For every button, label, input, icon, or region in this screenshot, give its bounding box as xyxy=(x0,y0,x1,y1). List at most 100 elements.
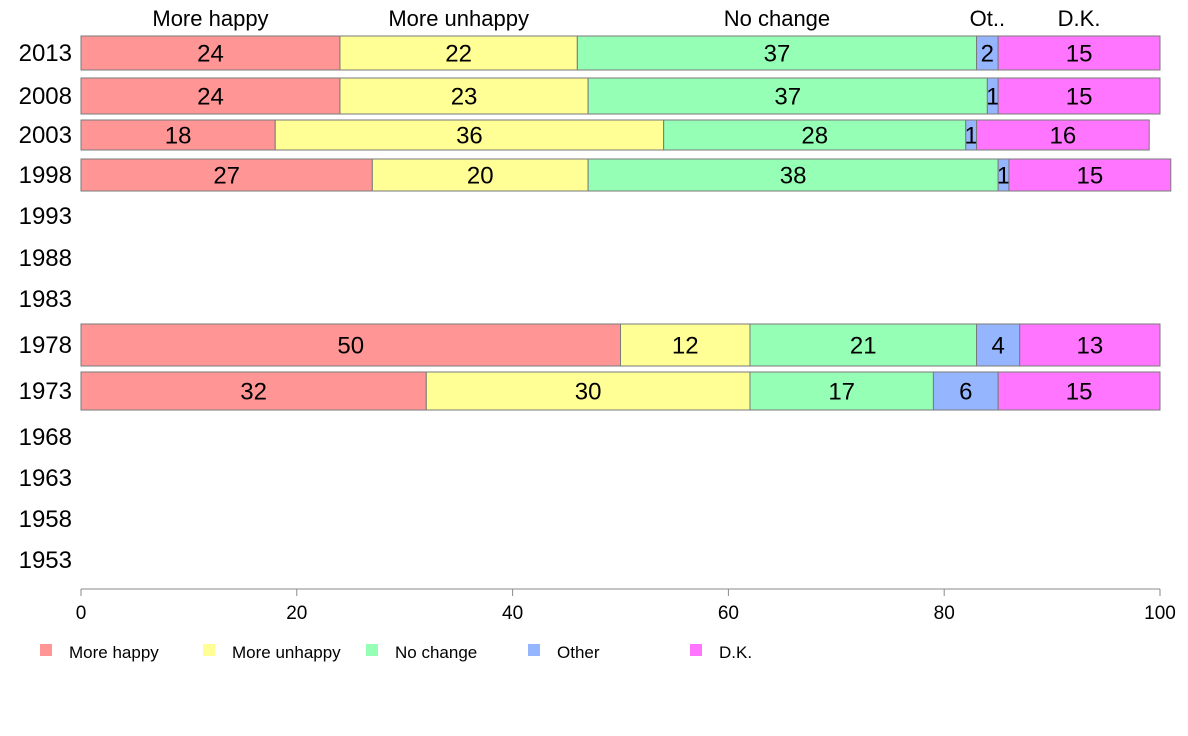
bar-segment-2013-4 xyxy=(997,35,1161,71)
legend-swatch-0 xyxy=(40,644,52,656)
data-label-2008-0: 24 xyxy=(197,84,224,111)
data-label-1978-2: 21 xyxy=(850,333,877,360)
data-label-1973-0: 32 xyxy=(240,379,267,406)
bar-segment-1973-4 xyxy=(997,371,1161,411)
x-axis: 0 20 40 60 80 100 xyxy=(76,588,1176,624)
data-label-1978-0: 50 xyxy=(337,333,364,360)
data-label-2003-0: 18 xyxy=(165,123,192,150)
bar-segment-1998-0 xyxy=(80,158,373,192)
bar-row-2008: 24 23 37 1 15 xyxy=(80,77,1161,115)
bar-segment-1998-2 xyxy=(587,158,999,192)
bar-row-2013: 24 22 37 2 15 xyxy=(80,35,1161,71)
bar-segment-1973-2 xyxy=(749,371,934,411)
bar-segment-2013-1 xyxy=(339,35,578,71)
bar-segment-2013-2 xyxy=(576,35,978,71)
x-tick-label-40: 40 xyxy=(502,603,523,624)
legend-swatch-1 xyxy=(203,644,215,656)
year-label-1963: 1963 xyxy=(19,465,72,492)
data-label-1978-1: 12 xyxy=(672,333,699,360)
year-axis-labels: 2013 2008 2003 1998 1993 1988 1983 1978 1973 1968… xyxy=(19,40,72,574)
data-label-2003-3: 1 xyxy=(964,123,977,150)
data-label-2013-0: 24 xyxy=(197,41,224,68)
year-label-1953: 1953 xyxy=(19,547,72,574)
top-label-1: More unhappy xyxy=(388,6,529,31)
top-series-labels: More happy More unhappy No change Ot.. D.K. xyxy=(152,6,1100,31)
data-label-2003-2: 28 xyxy=(801,123,828,150)
year-label-2013: 2013 xyxy=(19,40,72,67)
data-label-2008-4: 15 xyxy=(1066,84,1093,111)
bar-segment-2003-4 xyxy=(976,119,1150,151)
x-tick-label-60: 60 xyxy=(718,603,739,624)
data-label-1978-4: 13 xyxy=(1077,333,1104,360)
bar-segment-2013-0 xyxy=(80,35,341,71)
data-label-2003-4: 16 xyxy=(1050,123,1077,150)
x-tick-label-80: 80 xyxy=(934,603,955,624)
bar-segment-1998-1 xyxy=(371,158,589,192)
x-tick-label-0: 0 xyxy=(76,603,87,624)
data-label-2013-2: 37 xyxy=(764,41,791,68)
bar-segment-2008-4 xyxy=(997,77,1161,115)
legend-swatch-3 xyxy=(528,644,540,656)
data-label-1973-1: 30 xyxy=(575,379,602,406)
data-label-2008-1: 23 xyxy=(451,84,478,111)
bar-segment-1978-1 xyxy=(620,323,751,367)
legend-label-4: D.K. xyxy=(719,643,752,662)
bar-row-1973: 32 30 17 6 15 xyxy=(80,371,1161,411)
legend-swatch-2 xyxy=(366,644,378,656)
legend-swatch-4 xyxy=(690,644,702,656)
year-label-1973: 1973 xyxy=(19,378,72,405)
data-label-1973-2: 17 xyxy=(828,379,855,406)
year-label-2003: 2003 xyxy=(19,122,72,149)
x-tick-label-100: 100 xyxy=(1144,603,1176,624)
bar-segment-1978-4 xyxy=(1019,323,1161,367)
bar-segment-2008-2 xyxy=(587,77,988,115)
year-label-1988: 1988 xyxy=(19,245,72,272)
data-label-2008-3: 1 xyxy=(986,84,999,111)
year-label-1983: 1983 xyxy=(19,286,72,313)
bar-segment-1973-1 xyxy=(425,371,751,411)
data-label-1998-1: 20 xyxy=(467,163,494,190)
data-label-1998-3: 1 xyxy=(997,163,1010,190)
data-label-1973-4: 15 xyxy=(1066,379,1093,406)
legend: More happy More unhappy No change Other D.K. xyxy=(40,643,752,662)
bar-segment-2003-1 xyxy=(274,119,665,151)
bar-segment-1973-0 xyxy=(80,371,427,411)
data-label-1998-4: 15 xyxy=(1077,163,1104,190)
year-label-1978: 1978 xyxy=(19,332,72,359)
legend-label-3: Other xyxy=(557,643,600,662)
data-label-2003-1: 36 xyxy=(456,123,483,150)
bar-segment-1978-2 xyxy=(749,323,978,367)
bar-segment-1973-3 xyxy=(932,371,999,411)
bar-row-2003: 18 36 28 1 16 xyxy=(80,119,1150,151)
bar-segment-1978-0 xyxy=(80,323,621,367)
bar-segment-2008-1 xyxy=(339,77,589,115)
legend-label-2: No change xyxy=(395,643,477,662)
legend-label-1: More unhappy xyxy=(232,643,341,662)
data-label-1973-3: 6 xyxy=(959,379,972,406)
data-label-1998-2: 38 xyxy=(780,163,807,190)
data-label-2013-4: 15 xyxy=(1066,41,1093,68)
year-label-1993: 1993 xyxy=(19,203,72,230)
data-label-2013-3: 2 xyxy=(981,41,994,68)
bars: 24 22 37 2 15 24 23 37 1 15 18 36 28 1 16 27 20 38 1 15 50 12… xyxy=(80,35,1172,411)
bar-row-1998: 27 20 38 1 15 xyxy=(80,158,1172,192)
bar-segment-1978-3 xyxy=(976,323,1021,367)
year-label-1968: 1968 xyxy=(19,424,72,451)
top-label-4: D.K. xyxy=(1058,6,1101,31)
data-label-2013-1: 22 xyxy=(445,41,472,68)
top-label-0: More happy xyxy=(152,6,268,31)
bar-segment-2003-2 xyxy=(663,119,967,151)
data-label-1998-0: 27 xyxy=(213,163,240,190)
legend-label-0: More happy xyxy=(69,643,159,662)
data-label-1978-3: 4 xyxy=(991,333,1004,360)
year-label-1998: 1998 xyxy=(19,162,72,189)
top-label-2: No change xyxy=(724,6,830,31)
year-label-1958: 1958 xyxy=(19,506,72,533)
bar-row-1978: 50 12 21 4 13 xyxy=(80,323,1161,367)
top-label-3: Ot.. xyxy=(970,6,1005,31)
bar-segment-1998-4 xyxy=(1008,158,1172,192)
bar-segment-2008-0 xyxy=(80,77,341,115)
x-tick-label-20: 20 xyxy=(286,603,307,624)
year-label-2008: 2008 xyxy=(19,83,72,110)
